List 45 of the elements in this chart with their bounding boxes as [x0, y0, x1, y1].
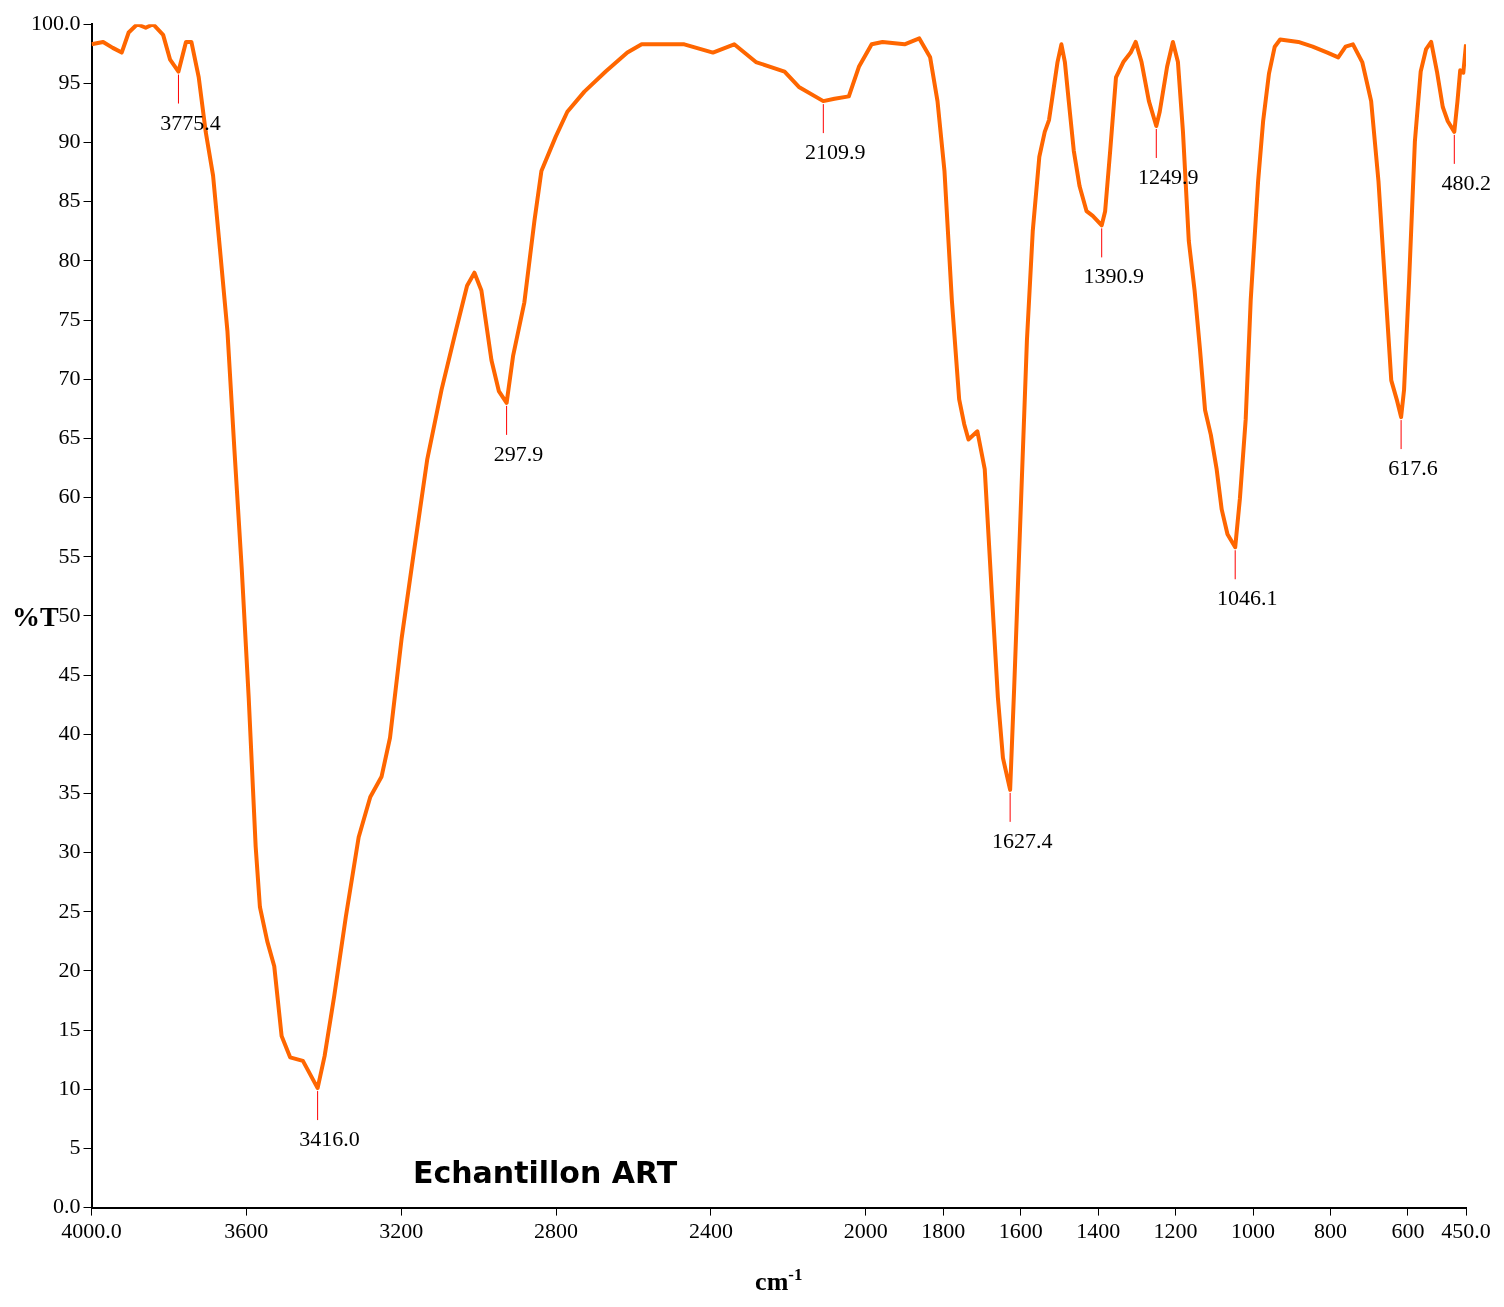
annotation: 2109.9	[805, 139, 866, 165]
y-tick-label: 95	[58, 69, 81, 95]
annotation: 297.9	[493, 440, 544, 466]
y-tick-label: 50	[58, 601, 81, 627]
x-tick-label: 450.0	[1441, 1217, 1491, 1243]
annotation: Echantillon ART	[412, 1154, 678, 1190]
x-tick-label: 800	[1313, 1217, 1347, 1243]
annotation: 617.6	[1388, 455, 1438, 481]
y-tick-label: 75	[58, 305, 81, 331]
y-tick-label: 60	[58, 483, 81, 509]
annotation: 1627.4	[991, 827, 1053, 853]
y-tick-label: 20	[58, 956, 81, 982]
x-tick-label: 600	[1391, 1217, 1425, 1243]
y-tick-label: 40	[58, 720, 81, 746]
x-tick-label: 2400	[688, 1217, 733, 1243]
annotation: 1390.9	[1083, 263, 1144, 289]
y-tick-label: 30	[58, 838, 81, 864]
y-tick-label: 15	[58, 1015, 81, 1041]
x-tick-label: 1000	[1231, 1217, 1276, 1243]
y-tick-label: 65	[58, 424, 81, 450]
y-tick-label: 25	[58, 897, 81, 923]
x-tick-label: 1400	[1076, 1217, 1121, 1243]
x-tick-label: 1800	[921, 1217, 966, 1243]
x-tick-label: 4000.0	[61, 1217, 122, 1243]
y-tick-label: 5	[69, 1134, 81, 1160]
annotation: 3416.0	[299, 1126, 360, 1152]
x-tick-label: 2800	[534, 1217, 579, 1243]
x-tick-label: 1200	[1153, 1217, 1198, 1243]
y-tick-label: 85	[58, 187, 81, 213]
y-tick-label: 70	[58, 365, 81, 390]
y-tick-label: 55	[58, 542, 81, 568]
x-tick-label: 2000	[843, 1217, 888, 1243]
y-tick-label: 90	[58, 128, 81, 154]
y-tick-label: 45	[58, 660, 81, 686]
x-tick-label: 3200	[379, 1217, 424, 1243]
y-axis-title: %T	[12, 600, 59, 632]
y-tick-label: 100.0	[31, 9, 81, 35]
y-tick-label: 35	[58, 779, 81, 805]
y-tick-label: 10	[58, 1075, 81, 1101]
annotation: 480.2	[1441, 169, 1492, 195]
y-tick-label: 0.0	[53, 1193, 81, 1219]
x-tick-label: 3600	[224, 1217, 269, 1243]
x-tick-label: 1600	[998, 1217, 1043, 1243]
y-tick-label: 80	[58, 246, 81, 272]
annotation: 1046.1	[1216, 585, 1278, 611]
